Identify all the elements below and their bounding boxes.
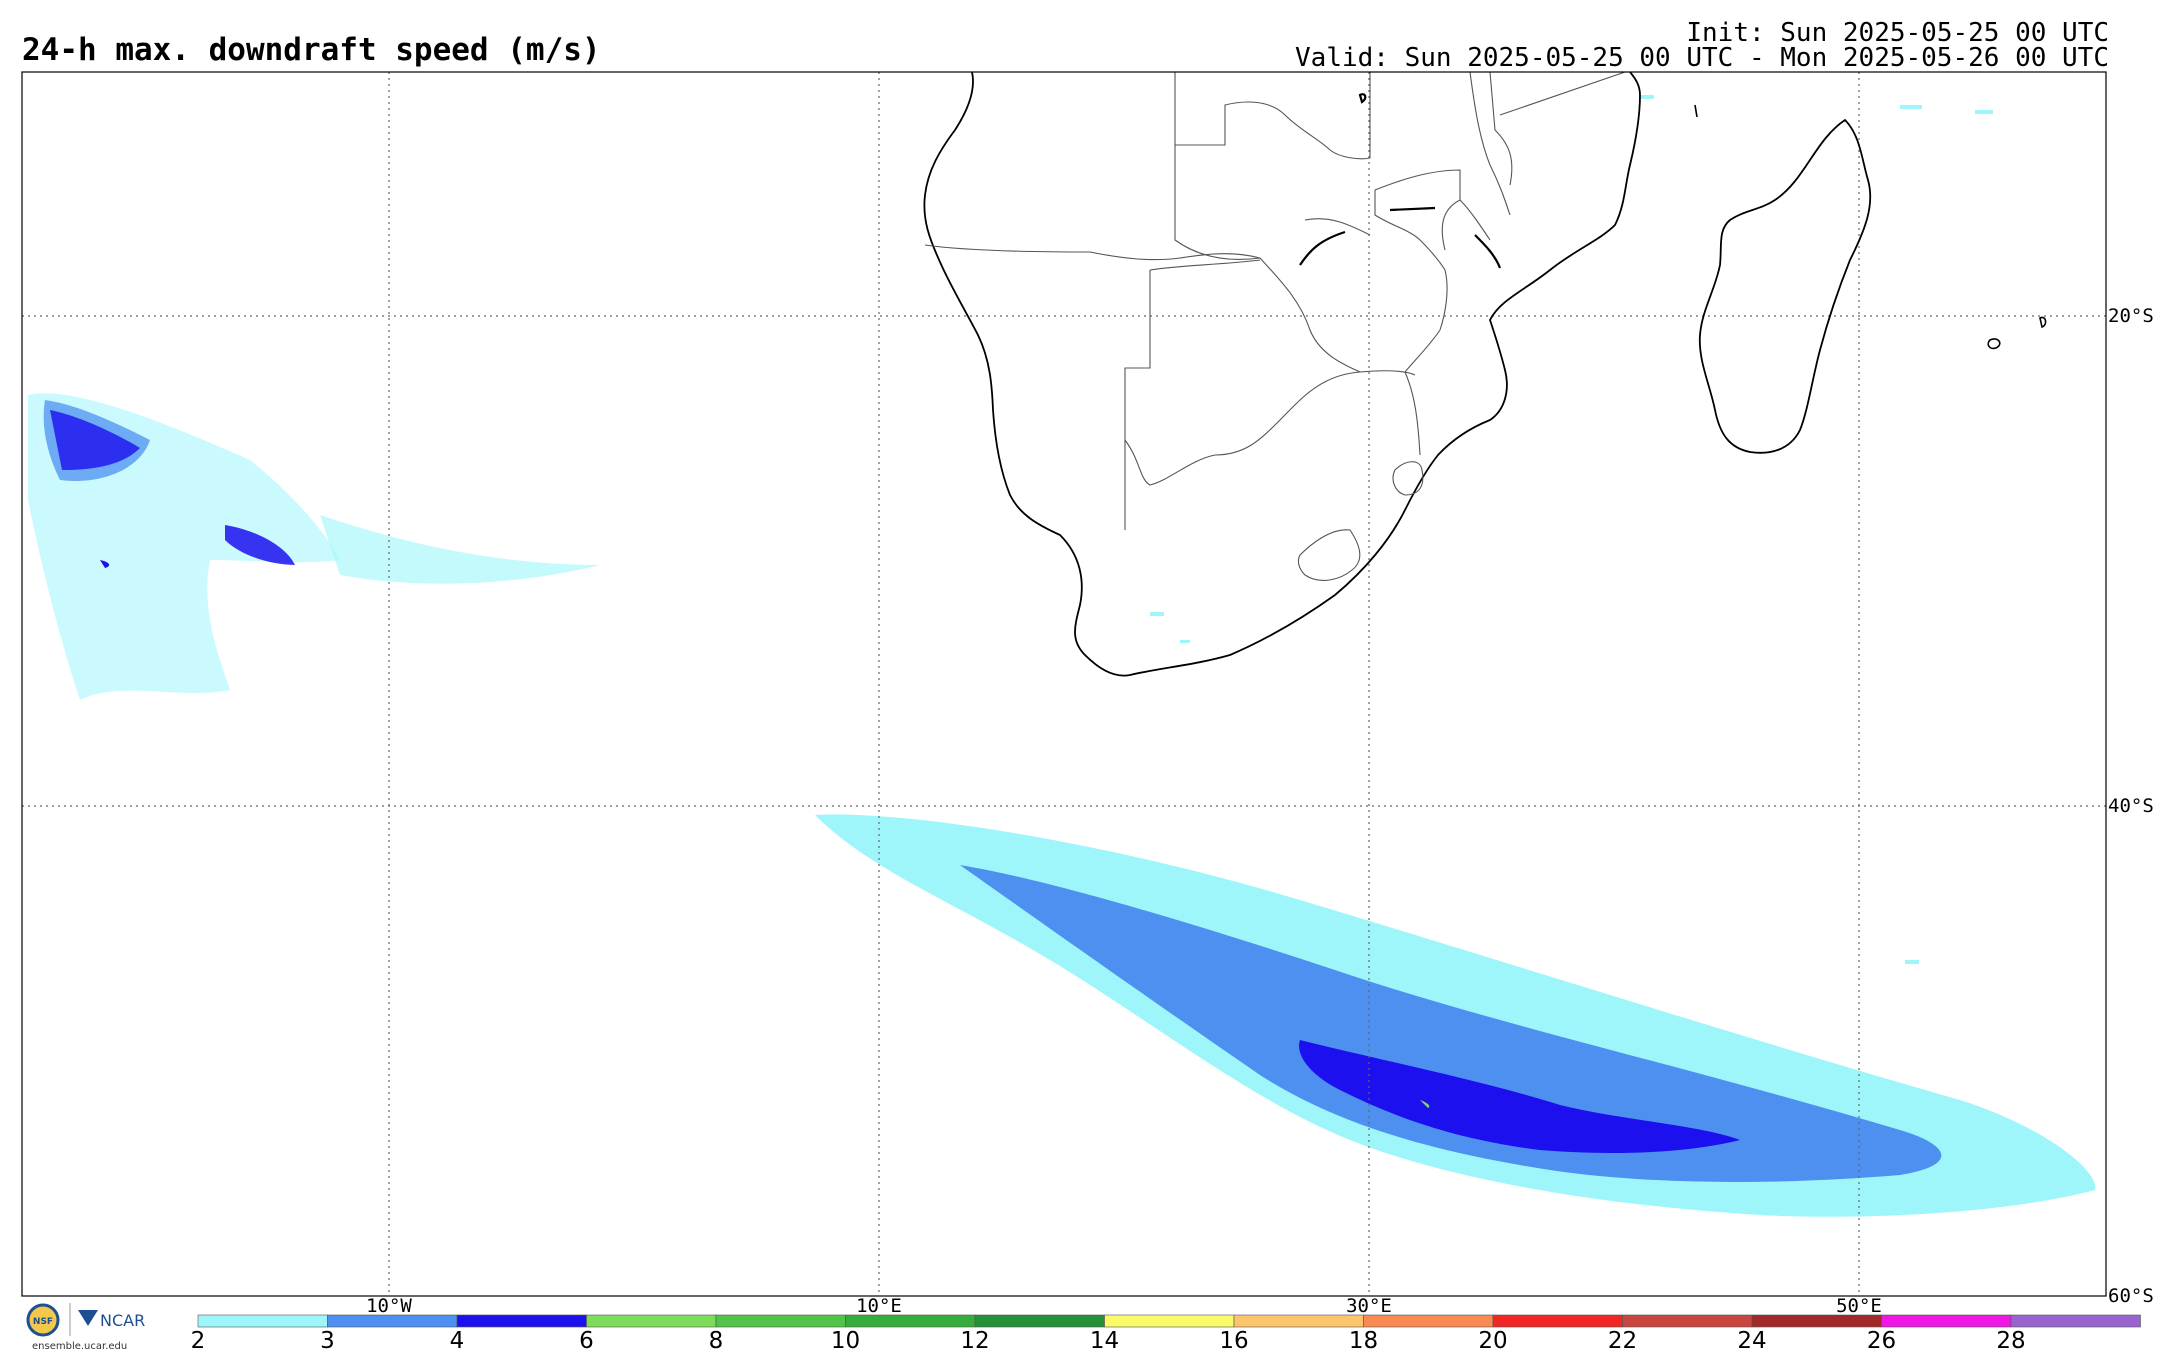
colorbar-swatch xyxy=(1104,1314,1235,1328)
ncar-logo: NCAR xyxy=(100,1311,145,1330)
colorbar-tick-label: 26 xyxy=(1867,1328,1896,1354)
logo-block: NSF NCAR ensemble.ucar.edu xyxy=(26,1303,145,1352)
colorbar-swatch xyxy=(2010,1314,2141,1328)
map-gridlines xyxy=(22,72,2106,1296)
islands xyxy=(1694,104,2047,350)
colorbar-swatch xyxy=(715,1314,846,1328)
lat-label: 40°S xyxy=(2108,795,2154,817)
site-url: ensemble.ucar.edu xyxy=(32,1341,127,1352)
colorbar-swatch xyxy=(845,1314,976,1328)
latitude-labels: 20°S 40°S 60°S xyxy=(2108,305,2154,1307)
colorbar-tick-label: 20 xyxy=(1478,1328,1507,1354)
colorbar: 2 3 4 6 8 10 12 14 16 18 20 22 24 26 28 xyxy=(191,1314,2141,1354)
colorbar-tick-label: 24 xyxy=(1737,1328,1766,1354)
colorbar-tick-label: 3 xyxy=(320,1328,335,1354)
map-geography xyxy=(923,72,2047,677)
colorbar-swatch xyxy=(327,1314,458,1328)
colorbar-tick-label: 8 xyxy=(709,1328,724,1354)
colorbar-tick-label: 10 xyxy=(831,1328,860,1354)
ncar-logo-mark xyxy=(78,1310,98,1326)
longitude-labels: 10°W 10°E 30°E 50°E xyxy=(366,1295,1882,1317)
downdraft-field xyxy=(28,95,2096,1217)
colorbar-swatch xyxy=(456,1314,587,1328)
lon-label: 10°E xyxy=(856,1295,902,1317)
colorbar-tick-label: 28 xyxy=(1996,1328,2025,1354)
colorbar-swatch xyxy=(1492,1314,1623,1328)
lat-label: 20°S xyxy=(2108,305,2154,327)
colorbar-swatch xyxy=(1233,1314,1364,1328)
southern-downdraft-band xyxy=(815,814,2096,1217)
colorbar-tick-label: 14 xyxy=(1090,1328,1119,1354)
scattered-specks xyxy=(1150,95,1993,964)
africa-coastline xyxy=(923,72,1641,677)
init-time: Init: Sun 2025-05-25 00 UTC xyxy=(1686,18,2109,48)
map-title: 24-h max. downdraft speed (m/s) xyxy=(22,32,601,68)
lon-label: 10°W xyxy=(366,1295,412,1317)
nsf-logo xyxy=(26,1303,60,1337)
colorbar-tick-label: 22 xyxy=(1608,1328,1637,1354)
colorbar-tick-label: 12 xyxy=(960,1328,989,1354)
nsf-logo-text: NSF xyxy=(33,1317,53,1327)
lon-label: 30°E xyxy=(1346,1295,1392,1317)
colorbar-tick-label: 2 xyxy=(191,1328,206,1354)
colorbar-tick-label: 6 xyxy=(579,1328,594,1354)
colorbar-swatch xyxy=(1751,1314,1882,1328)
colorbar-swatch xyxy=(197,1314,328,1328)
country-borders xyxy=(924,72,1626,581)
colorbar-tick-label: 4 xyxy=(450,1328,465,1354)
west-downdraft-patch xyxy=(28,393,600,700)
colorbar-swatch xyxy=(586,1314,717,1328)
colorbar-tick-label: 18 xyxy=(1349,1328,1378,1354)
colorbar-swatch xyxy=(974,1314,1105,1328)
colorbar-tick-label: 16 xyxy=(1219,1328,1248,1354)
lat-label: 60°S xyxy=(2108,1285,2154,1307)
map-frame xyxy=(21,71,2107,1297)
valid-time: Valid: Sun 2025-05-25 00 UTC - Mon 2025-… xyxy=(1295,43,2109,73)
madagascar-coastline xyxy=(1698,118,1872,454)
colorbar-swatch xyxy=(1881,1314,2012,1328)
colorbar-swatch xyxy=(1622,1314,1753,1328)
lon-label: 50°E xyxy=(1836,1295,1882,1317)
colorbar-swatch xyxy=(1363,1314,1494,1328)
lakes xyxy=(1299,93,1502,269)
